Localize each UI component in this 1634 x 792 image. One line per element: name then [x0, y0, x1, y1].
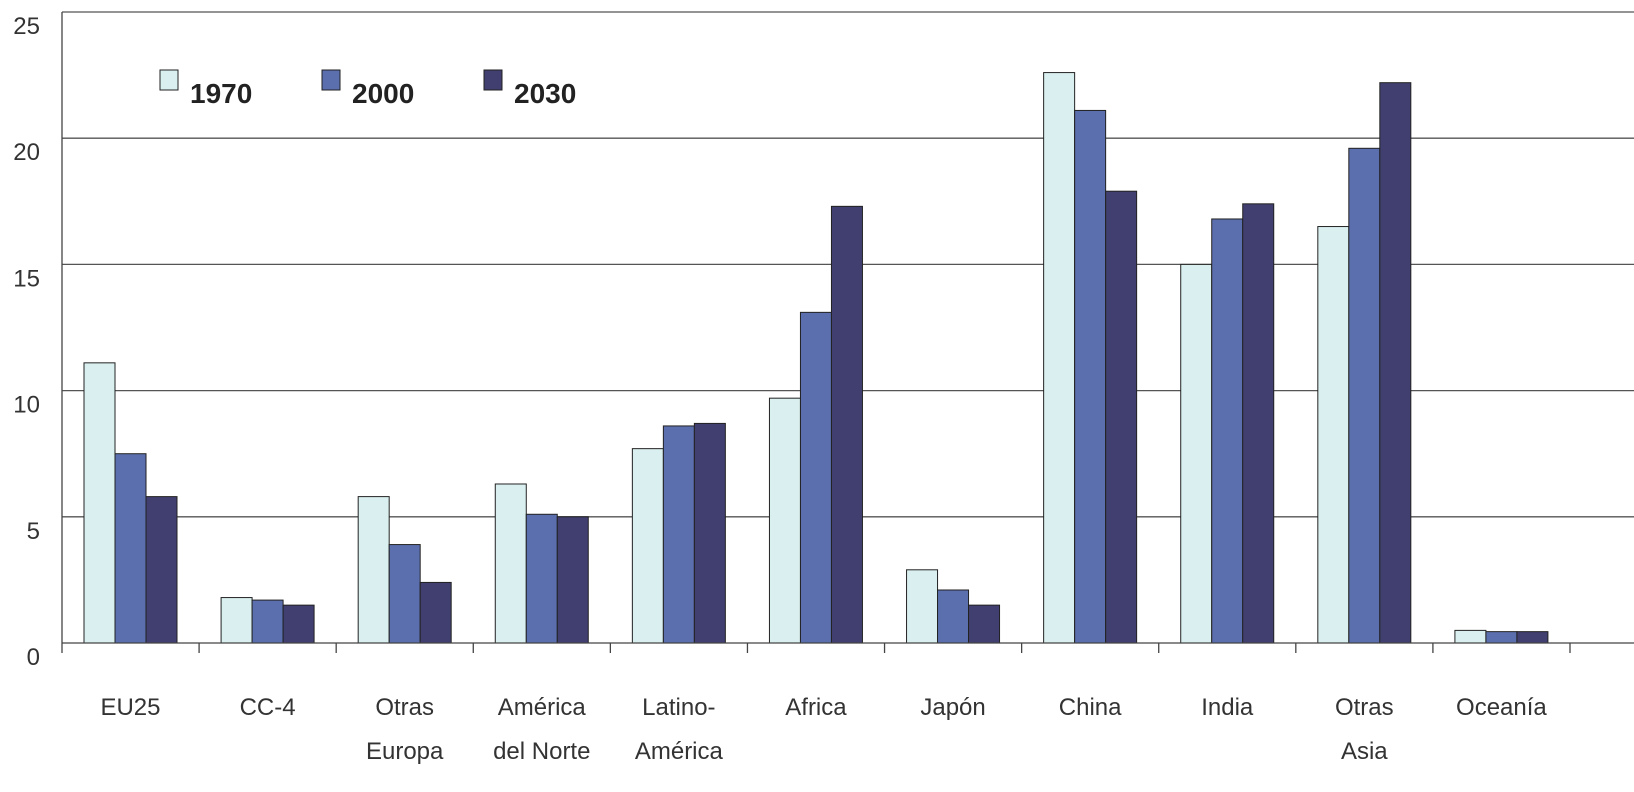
x-tick-label: América — [635, 738, 724, 765]
y-axis-ticks: 0 5 10 15 20 25 — [13, 13, 40, 671]
bar-2030 — [556, 516, 589, 644]
bar-2030 — [1242, 203, 1275, 644]
x-tick-label: China — [1059, 694, 1122, 721]
x-tick-label: CC-4 — [240, 694, 296, 721]
x-tick-label: del Norte — [493, 738, 590, 765]
legend: 1970 2000 2030 — [159, 69, 576, 109]
bar-2000 — [799, 311, 832, 644]
bar-2000 — [525, 513, 558, 644]
bar-2030 — [282, 604, 315, 644]
bar-2030 — [830, 205, 863, 644]
x-tick-label: Oceanía — [1456, 694, 1547, 721]
y-tick-label: 5 — [27, 518, 40, 545]
bar-1970 — [83, 362, 116, 644]
bar-1970 — [768, 397, 801, 644]
x-axis-ticks: EU25 CC-4 Otras Europa América del Norte Latin… — [100, 694, 1547, 765]
legend-swatch-1970 — [159, 69, 179, 91]
bar-1970 — [1043, 72, 1076, 644]
y-tick-label: 20 — [13, 139, 40, 166]
bar-1970 — [631, 448, 664, 644]
x-tick-label: Otras — [1335, 694, 1394, 721]
bar-2030 — [1379, 82, 1412, 644]
legend-label-2030: 2030 — [514, 78, 576, 109]
bar-2030 — [419, 581, 452, 644]
bar-1970 — [1180, 263, 1213, 644]
x-tick-label: Europa — [366, 738, 444, 765]
legend-swatch-2000 — [321, 69, 341, 91]
y-tick-label: 15 — [13, 265, 40, 292]
bar-2000 — [937, 589, 970, 644]
x-tick-label: América — [498, 694, 587, 721]
bar-2000 — [1348, 147, 1381, 644]
bar-2030 — [968, 604, 1001, 644]
bars — [83, 72, 1549, 644]
x-tick-label: Japón — [920, 694, 985, 721]
legend-label-2000: 2000 — [352, 78, 414, 109]
bar-1970 — [1454, 629, 1487, 644]
bar-2000 — [388, 544, 421, 644]
axes — [61, 12, 1634, 653]
bar-1970 — [220, 597, 253, 644]
x-tick-label: Otras — [375, 694, 434, 721]
bar-1970 — [357, 496, 390, 644]
bar-2000 — [1074, 109, 1107, 644]
legend-label-1970: 1970 — [190, 78, 252, 109]
y-tick-label: 25 — [13, 13, 40, 40]
legend-swatch-2030 — [483, 69, 503, 91]
bar-2000 — [1211, 218, 1244, 644]
bar-2030 — [1105, 190, 1138, 644]
bar-1970 — [906, 569, 939, 644]
x-tick-label: India — [1201, 694, 1254, 721]
x-tick-label: Latino- — [642, 694, 715, 721]
bar-2030 — [1516, 631, 1549, 644]
x-tick-label: Africa — [785, 694, 847, 721]
y-tick-label: 0 — [27, 644, 40, 671]
bar-2000 — [114, 453, 147, 644]
bar-2030 — [145, 496, 178, 644]
bar-2000 — [662, 425, 695, 644]
bar-2000 — [1485, 631, 1518, 644]
bar-1970 — [494, 483, 527, 644]
y-tick-label: 10 — [13, 392, 40, 419]
x-tick-label: Asia — [1341, 738, 1388, 765]
bar-2030 — [693, 422, 726, 644]
x-tick-label: EU25 — [100, 694, 160, 721]
bar-2000 — [251, 599, 284, 644]
bar-1970 — [1317, 226, 1350, 644]
